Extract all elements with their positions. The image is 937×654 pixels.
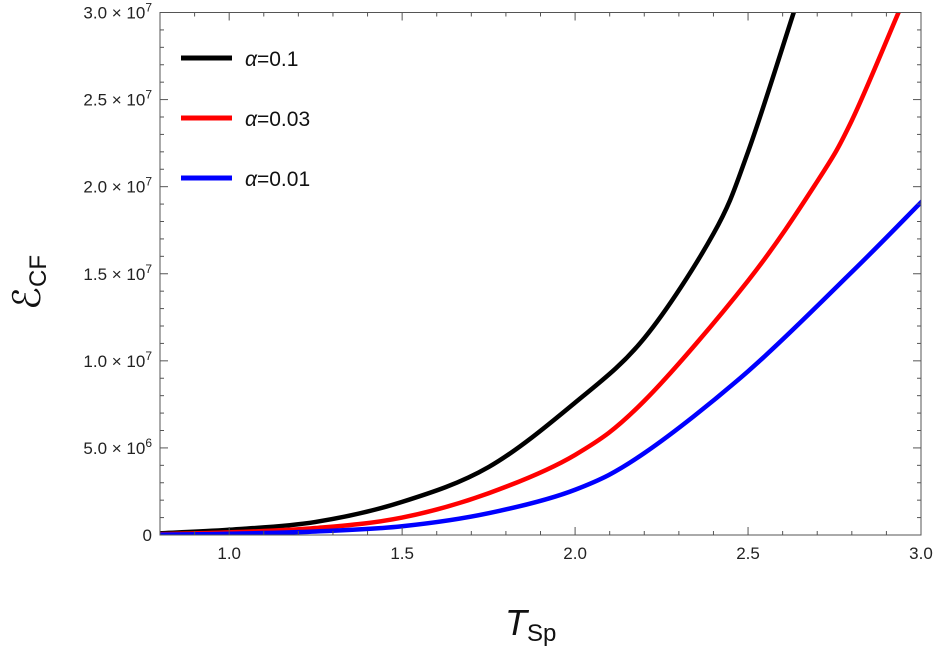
x-tick-label: 1.5 [390, 544, 414, 563]
x-tick-label: 2.0 [563, 544, 587, 563]
series-line-0 [160, 12, 797, 535]
y-tick-label: 3.0 × 107 [83, 1, 152, 23]
y-axis-label: ℰCF [7, 255, 52, 310]
x-axis-label: TSp [505, 602, 556, 647]
x-tick-label: 2.5 [736, 544, 760, 563]
x-tick-label: 3.0 [909, 544, 933, 563]
x-tick-label: 1.0 [217, 544, 241, 563]
y-tick-label: 5.0 × 106 [83, 436, 152, 458]
series-line-1 [160, 12, 901, 535]
series-line-2 [160, 199, 921, 535]
y-tick-label: 2.5 × 107 [83, 88, 152, 110]
y-tick-label: 2.0 × 107 [83, 175, 152, 197]
y-tick-label: 1.0 × 107 [83, 349, 152, 371]
y-tick-label: 0 [143, 526, 152, 545]
legend-label: α=0.01 [245, 168, 310, 191]
legend: α=0.1 α=0.03 α=0.01 [181, 48, 310, 191]
legend-label: α=0.03 [245, 108, 310, 131]
y-tick-label: 1.5 × 107 [83, 262, 152, 284]
plot-frame [159, 12, 922, 536]
curves [160, 12, 921, 535]
ticks: 1.0 1.5 2.0 2.5 3.0 0 5.0 × 106 1.0 × 107 1.5 × … [83, 1, 932, 564]
legend-label: α=0.1 [245, 48, 298, 71]
